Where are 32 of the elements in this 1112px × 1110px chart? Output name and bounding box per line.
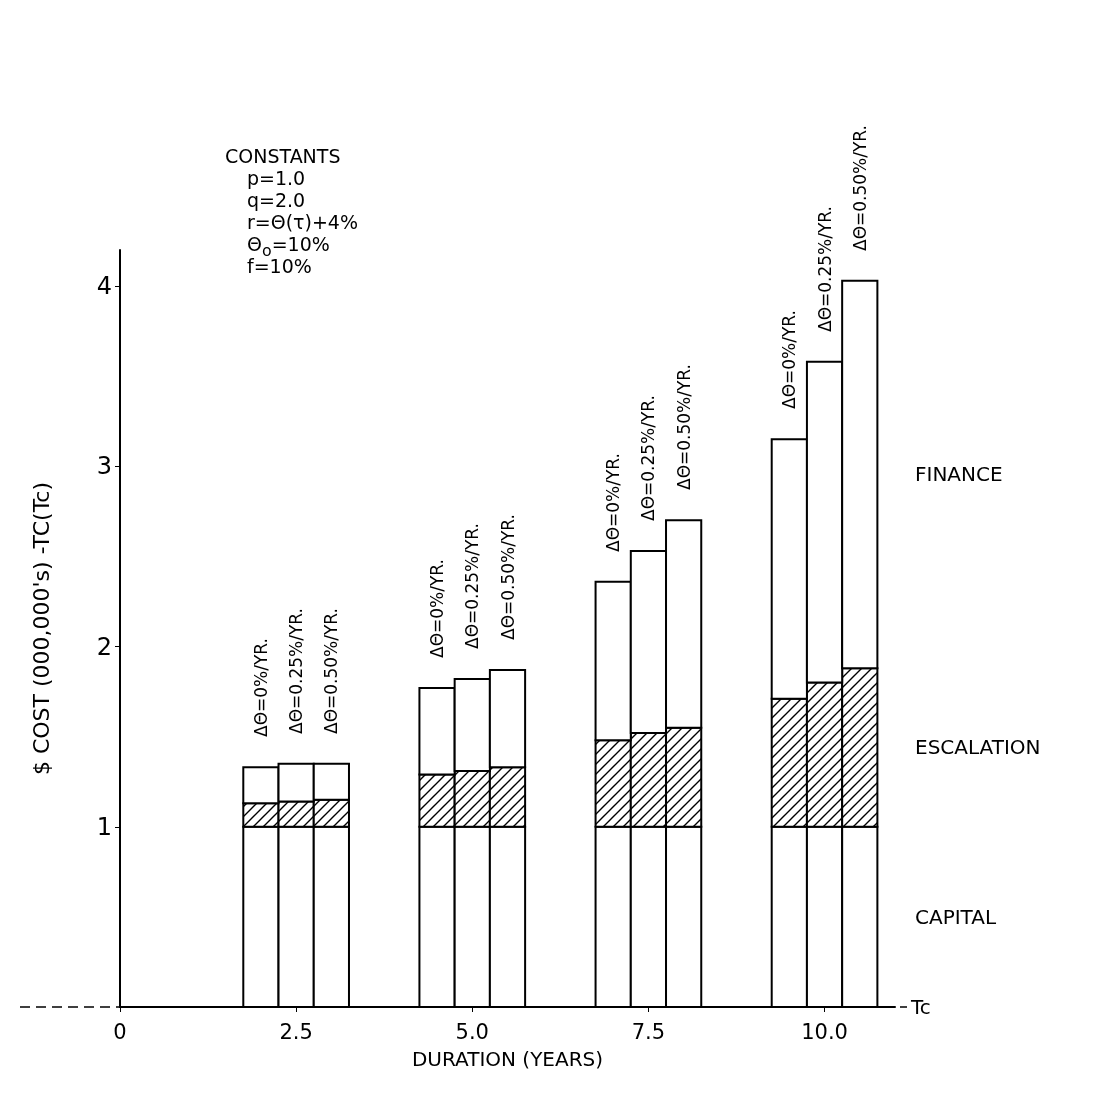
series-label: CAPITAL (915, 904, 997, 929)
x-tick-label: 2.5 (279, 1019, 313, 1044)
ref-line-label: Tc (910, 995, 931, 1019)
annotation: ΔΘ=0.25%/YR. (286, 607, 307, 734)
text: CONSTANTS (225, 145, 341, 167)
y-tick-label: 2 (96, 632, 112, 661)
annotation: ΔΘ=0.25%/YR. (814, 205, 835, 332)
annotation: ΔΘ=0.50%/YR. (673, 364, 694, 491)
annotation: ΔΘ=0.25%/YR. (462, 522, 483, 649)
y-tick-label: 1 (96, 812, 112, 841)
x-axis-title: DURATION (YEARS) (411, 1047, 604, 1071)
annotation: ΔΘ=0.50%/YR. (849, 124, 870, 251)
series-label: FINANCE (915, 462, 1003, 487)
x-tick-label: 0 (113, 1019, 127, 1044)
annotation: ΔΘ=0%/YR. (603, 452, 624, 552)
annotation: f=10% (247, 255, 312, 277)
annotation: ΔΘ=0.25%/YR. (638, 395, 659, 521)
x-tick-label: 5.0 (455, 1019, 489, 1044)
annotation: ΔΘ=0%/YR. (779, 310, 800, 410)
annotation: ΔΘ=0%/YR. (250, 638, 271, 738)
text: r=Θ(τ)+4% (247, 211, 359, 233)
text: p=1.0 (247, 167, 306, 189)
x-tick-label: 10.0 (801, 1019, 848, 1044)
series-label: ESCALATION (915, 735, 1041, 760)
annotation: ΔΘ=0.50%/YR. (321, 607, 342, 734)
annotation: ΔΘ=0%/YR. (427, 559, 448, 658)
y-tick-label: 4 (96, 272, 112, 301)
y-tick-label: 3 (96, 452, 112, 481)
y-axis-title: $ COST (000,000's) -TC(Tc) (28, 481, 54, 776)
text: q=2.0 (247, 189, 306, 211)
annotation: ΔΘ=0.50%/YR. (497, 513, 518, 640)
x-tick-label: 7.5 (631, 1019, 666, 1044)
